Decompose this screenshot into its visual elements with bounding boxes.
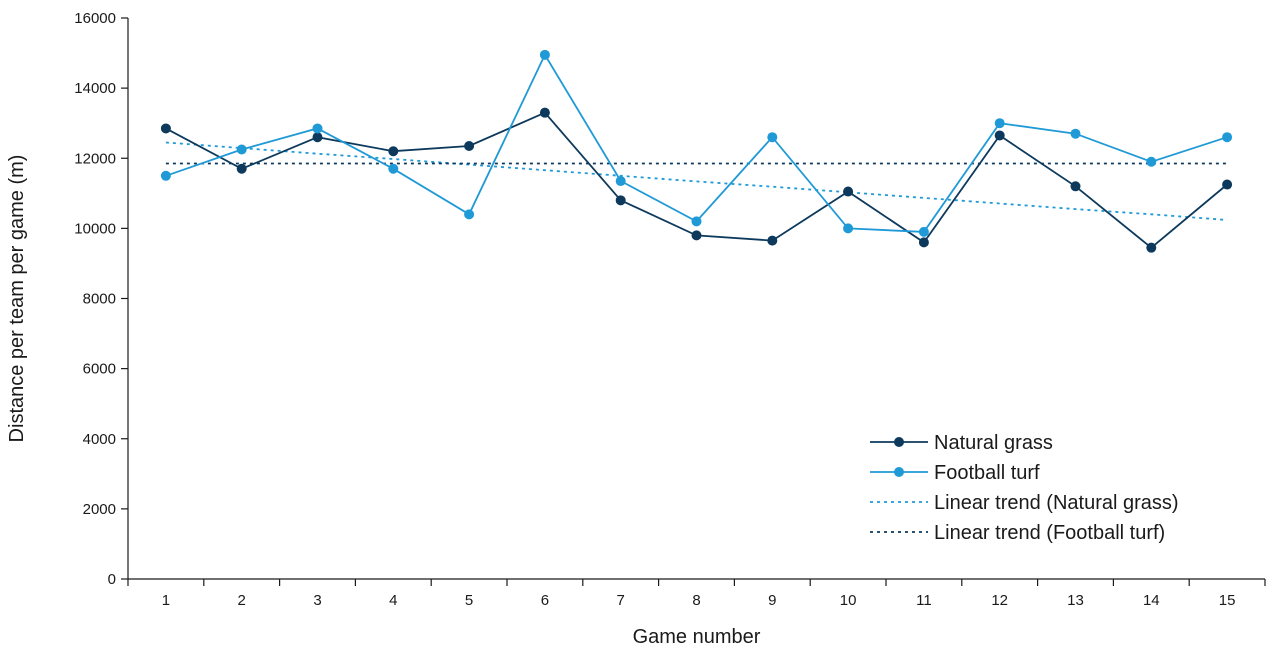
x-tick-label: 13: [1067, 592, 1084, 609]
data-point: [1222, 179, 1233, 190]
y-tick-label: 16000: [74, 10, 116, 27]
legend-label: Linear trend (Football turf): [934, 522, 1165, 544]
data-point: [160, 170, 171, 181]
data-point: [918, 226, 929, 237]
data-point: [615, 195, 626, 206]
y-tick-label: 10000: [74, 220, 116, 237]
data-point: [691, 230, 702, 241]
data-point: [843, 186, 854, 197]
y-tick-label: 6000: [83, 361, 116, 378]
x-tick-label: 15: [1219, 592, 1236, 609]
legend-marker: [894, 437, 904, 447]
legend-item: Natural grass: [870, 432, 1053, 454]
x-tick-label: 8: [692, 592, 700, 609]
x-tick-label: 6: [541, 592, 549, 609]
y-tick-label: 0: [108, 571, 116, 588]
y-tick-label: 2000: [83, 501, 116, 518]
legend-label: Football turf: [934, 462, 1040, 484]
data-point: [615, 176, 626, 187]
x-tick-label: 11: [916, 592, 932, 609]
data-point: [1222, 132, 1233, 143]
data-point: [767, 132, 778, 143]
x-tick-label: 1: [162, 592, 170, 609]
legend-label: Linear trend (Natural grass): [934, 492, 1179, 514]
data-point: [767, 235, 778, 246]
x-tick-label: 12: [991, 592, 1008, 609]
x-tick-label: 9: [768, 592, 776, 609]
x-tick-label: 7: [617, 592, 625, 609]
x-axis-title: Game number: [633, 626, 761, 648]
data-point: [994, 118, 1005, 129]
y-axis-title: Distance per team per game (m): [6, 155, 28, 443]
data-point: [994, 130, 1005, 141]
series-2: [165, 141, 1228, 221]
x-tick-label: 3: [313, 592, 321, 609]
data-point: [1146, 156, 1157, 167]
legend: Natural grass Football turf Linear trend (…: [870, 432, 1179, 544]
series-layer: [160, 49, 1233, 253]
x-tick-label: 10: [840, 592, 857, 609]
data-point: [312, 123, 323, 134]
data-point: [464, 209, 475, 220]
data-point: [691, 216, 702, 227]
legend-item: Linear trend (Natural grass): [870, 492, 1179, 514]
data-point: [1070, 181, 1081, 192]
x-tick-label: 4: [389, 592, 397, 609]
data-point: [1070, 128, 1081, 139]
x-tick-label: 5: [465, 592, 473, 609]
y-tick-label: 12000: [74, 150, 116, 167]
x-tick-label: 14: [1143, 592, 1160, 609]
data-point: [1146, 242, 1157, 253]
y-tick-label: 14000: [74, 80, 116, 97]
data-point: [539, 49, 550, 60]
data-point: [312, 132, 323, 143]
data-point: [464, 140, 475, 151]
y-tick-label: 4000: [83, 431, 116, 448]
series-line: [165, 52, 1228, 233]
data-point: [388, 146, 399, 157]
legend-marker: [894, 467, 904, 477]
data-point: [160, 123, 171, 134]
x-tick-label: 2: [238, 592, 246, 609]
legend-label: Natural grass: [934, 432, 1053, 454]
y-tick-label: 8000: [83, 291, 116, 308]
trend-line: [165, 141, 1228, 221]
legend-item: Linear trend (Football turf): [870, 522, 1165, 544]
data-point: [539, 107, 550, 118]
data-point: [388, 163, 399, 174]
legend-item: Football turf: [870, 462, 1040, 484]
data-point: [918, 237, 929, 248]
data-point: [236, 163, 247, 174]
data-point: [236, 144, 247, 155]
data-point: [843, 223, 854, 234]
series-1: [160, 49, 1233, 237]
